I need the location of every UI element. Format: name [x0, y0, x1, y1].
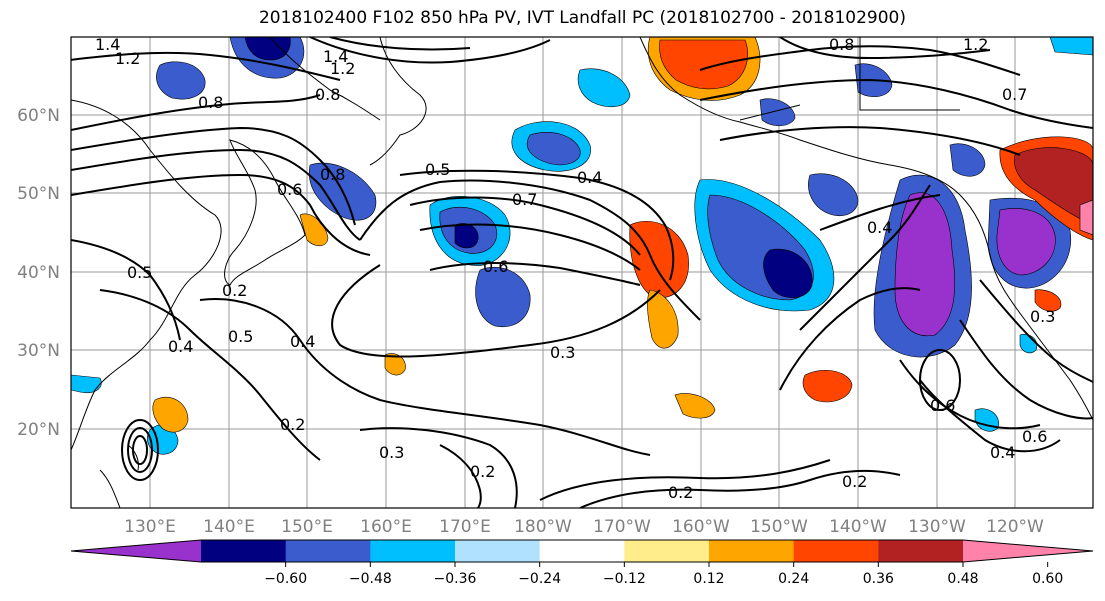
contour-label: 0.6: [1022, 427, 1047, 446]
contour-label: 0.2: [470, 462, 495, 481]
colorbar-tick-label: 0.48: [947, 571, 978, 587]
colorbar-outline: [70, 539, 1094, 563]
lon-label: 150°E: [281, 517, 333, 537]
colorbar-tick-label: −0.48: [349, 571, 392, 587]
colorbar-tick-label: −0.60: [264, 571, 307, 587]
colorbar-segment: [878, 540, 964, 562]
colorbar-segment: [370, 540, 456, 562]
contour-label: 0.5: [425, 160, 450, 179]
lat-label: 60°N: [17, 106, 60, 126]
contour-label: 0.5: [228, 327, 253, 346]
colorbar-tick-label: −0.24: [518, 571, 561, 587]
contour-label: 0.8: [320, 165, 345, 184]
contour-label: 0.8: [829, 35, 854, 54]
map-border: [70, 36, 1094, 509]
contour-label: 0.4: [290, 332, 315, 351]
colorbar-tick-label: −0.36: [434, 571, 477, 587]
lat-label: 20°N: [17, 420, 60, 440]
contour-label: 0.7: [512, 190, 537, 209]
contour-label: 0.4: [168, 337, 193, 356]
contour-label: 0.2: [280, 415, 305, 434]
colorbar-tick-label: 0.24: [778, 571, 809, 587]
contour-label: 0.2: [222, 281, 247, 300]
gridlines: [71, 37, 1093, 508]
colorbar-segment: [285, 540, 371, 562]
lon-label: 140°E: [203, 517, 255, 537]
coastlines: [71, 37, 1093, 508]
lon-label: 130°E: [124, 517, 176, 537]
contour-labels: 1.4 1.2 1.4 1.2 0.8 0.8 0.5 0.7 0.6 0.4 …: [95, 35, 1055, 502]
lon-label: 170°W: [593, 517, 651, 537]
contour-label: 0.4: [867, 218, 892, 237]
latitude-labels: 60°N 50°N 40°N 30°N 20°N: [17, 106, 60, 440]
map-title: 2018102400 F102 850 hPa PV, IVT Landfall…: [258, 8, 906, 28]
colorbar-segment: [201, 540, 287, 562]
contour-label: 0.7: [1002, 85, 1027, 104]
lon-label: 120°W: [986, 517, 1044, 537]
lon-label: 140°W: [829, 517, 887, 537]
contour-label: 0.8: [198, 93, 223, 112]
longitude-labels: 130°E 140°E 150°E 160°E 170°E 180°W 170°…: [124, 517, 1044, 537]
lon-label: 160°W: [672, 517, 730, 537]
colorbar-segment: [793, 540, 879, 562]
lon-label: 170°E: [439, 517, 491, 537]
lon-label: 150°W: [750, 517, 808, 537]
contour-label: 1.2: [963, 35, 988, 54]
contour-label: 0.5: [127, 263, 152, 282]
colorbar-extend-max: [963, 540, 1093, 562]
colorbar-tick-label: −0.12: [603, 571, 646, 587]
contour-label: 0.6: [930, 396, 955, 415]
contour-label: 1.2: [115, 49, 140, 68]
colorbar-tick-label: 0.60: [1032, 571, 1063, 587]
contour-label: 0.2: [668, 483, 693, 502]
lat-label: 30°N: [17, 341, 60, 361]
lat-label: 50°N: [17, 184, 60, 204]
pv-shading: [71, 37, 1093, 455]
contour-label: 0.6: [277, 180, 302, 199]
colorbar-tick-label: 0.12: [693, 571, 724, 587]
contour-label: 1.4: [323, 47, 348, 66]
contour-label: 0.2: [842, 472, 867, 491]
contour-label: 0.4: [990, 443, 1015, 462]
contour-label: 1.2: [330, 59, 355, 78]
colorbar: −0.60 −0.48 −0.36 −0.24 −0.12 0.12 0.24 0.36 0.4…: [70, 539, 1094, 587]
colorbar-segment: [709, 540, 795, 562]
colorbar-tick-label: 0.36: [863, 571, 894, 587]
lon-label: 160°E: [360, 517, 412, 537]
contour-label: 0.8: [315, 85, 340, 104]
colorbar-segment: [624, 540, 710, 562]
contour-label: 0.6: [483, 257, 508, 276]
colorbar-segment: [539, 540, 625, 562]
contour-label: 0.4: [577, 168, 602, 187]
contour-label: 0.3: [379, 443, 404, 462]
colorbar-extend-min: [71, 540, 201, 562]
colorbar-segment: [455, 540, 541, 562]
lat-label: 40°N: [17, 263, 60, 283]
contour-label: 0.3: [1030, 307, 1055, 326]
lon-label: 130°W: [908, 517, 966, 537]
ivt-contours: [71, 37, 1093, 508]
contour-label: 0.3: [550, 343, 575, 362]
contour-label: 1.4: [95, 35, 120, 54]
lon-label: 180°W: [514, 517, 572, 537]
